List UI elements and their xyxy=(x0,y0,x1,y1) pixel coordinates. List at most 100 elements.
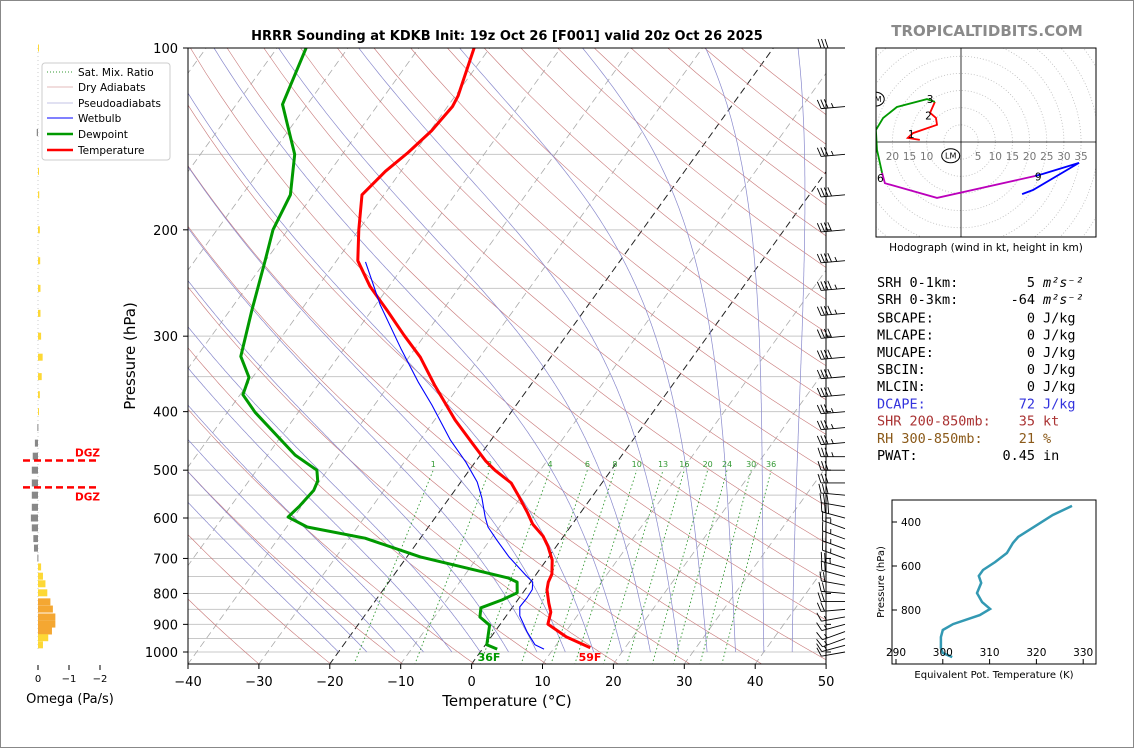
isotherm xyxy=(329,48,774,664)
barb-feather xyxy=(827,504,830,514)
stat-unit: m²s⁻² xyxy=(1042,292,1084,308)
barb-feather xyxy=(816,99,822,109)
moist-adiabat xyxy=(188,501,339,653)
barb-feather xyxy=(820,253,825,263)
omega-bar xyxy=(38,391,40,399)
barb-feather xyxy=(827,187,832,197)
dry-adiabat xyxy=(188,104,826,661)
barb-feather xyxy=(816,387,822,397)
storm-motion-marker xyxy=(876,91,885,107)
barb-feather xyxy=(820,551,823,562)
dry-adiabat xyxy=(188,598,260,664)
moist-adiabat xyxy=(188,165,566,653)
wind-barb xyxy=(816,647,846,657)
barb-feather xyxy=(823,435,829,445)
omega-bar xyxy=(31,524,38,532)
stat-value: 0 xyxy=(1027,310,1035,326)
x-tick-label: 20 xyxy=(605,675,622,690)
barb-half-feather xyxy=(823,625,828,630)
hodograph-frame xyxy=(875,47,1097,238)
omega-bar xyxy=(31,479,38,487)
omega-bar xyxy=(38,353,43,361)
isotherm xyxy=(188,48,491,468)
barb-half-feather xyxy=(830,150,834,156)
hodograph-trace xyxy=(1021,162,1080,195)
isotherm xyxy=(188,48,561,567)
stat-row: RH 300-850mb: 21% xyxy=(877,431,1051,447)
hodograph-tick-label: 10 xyxy=(989,151,1002,163)
hodograph-trace xyxy=(905,101,938,141)
barb-feather xyxy=(823,328,829,338)
barb-feather xyxy=(818,483,822,494)
theta-e-frame xyxy=(891,499,1097,665)
barb-half-feather xyxy=(831,452,834,457)
omega-axis-label: Omega (Pa/s) xyxy=(26,692,114,707)
mixing-ratio-line xyxy=(603,470,664,664)
y-tick-label: 1000 xyxy=(145,646,178,661)
barb-staff xyxy=(821,569,846,577)
hodograph-tick-label: 20 xyxy=(886,151,899,163)
wind-barb xyxy=(816,146,846,157)
isotherm xyxy=(188,48,420,370)
wind-barb xyxy=(821,511,846,530)
y-tick-label: 900 xyxy=(153,618,178,633)
hodograph-height-label: 1 xyxy=(908,129,915,141)
theta-e-ytick-label: 400 xyxy=(901,517,921,529)
barb-feather xyxy=(822,572,826,582)
x-tick-label: −20 xyxy=(316,675,343,690)
stat-row: MUCAPE: 0 J/kg xyxy=(877,345,1076,361)
wind-barb xyxy=(816,387,846,398)
omega-bar xyxy=(38,167,39,175)
dry-adiabat xyxy=(483,48,826,333)
x-tick-label: 50 xyxy=(818,675,835,690)
barb-half-feather xyxy=(834,284,838,290)
dewpoint-line xyxy=(239,48,519,651)
omega-bar xyxy=(38,332,42,340)
barb-half-feather xyxy=(830,439,834,444)
barb-feather xyxy=(819,571,822,582)
wind-barb xyxy=(817,473,845,484)
dgz-label: DGZ xyxy=(75,448,100,460)
stat-label: SBCIN: xyxy=(877,362,926,378)
stats-table: SRH 0-1km: 5 m²s⁻² SRH 0-3km: -64 m²s⁻² SBCAPE… xyxy=(877,275,1084,464)
storm-motion-label: LM xyxy=(945,152,956,161)
mixing-ratio-label: 10 xyxy=(632,460,642,469)
omega-bar xyxy=(31,466,38,474)
x-tick-label: 10 xyxy=(534,675,551,690)
theta-e-xtick-label: 300 xyxy=(933,647,953,659)
wind-barb xyxy=(816,368,846,380)
legend: Sat. Mix. Ratio Dry Adiabats Pseudoadiab… xyxy=(41,62,171,161)
moist-adiabat xyxy=(278,48,651,653)
stat-label: MLCIN: xyxy=(877,379,926,395)
hodograph-height-label: 3 xyxy=(927,94,934,106)
omega-bar xyxy=(38,641,43,649)
stat-value: 0.45 xyxy=(1002,448,1035,464)
barb-feather xyxy=(817,38,822,49)
skewt-profiles xyxy=(239,48,591,651)
dry-adiabat xyxy=(300,48,826,507)
isotherm xyxy=(258,48,703,664)
moist-adiabat xyxy=(358,48,680,653)
wind-barbs xyxy=(816,38,846,657)
barb-feather xyxy=(816,647,822,657)
wind-barb xyxy=(816,99,846,110)
isotherm xyxy=(188,48,632,664)
barb-staff xyxy=(821,580,846,586)
stat-row: SBCAPE: 0 J/kg xyxy=(877,310,1076,326)
omega-bar xyxy=(38,563,42,571)
omega-bar xyxy=(38,605,53,613)
mixing-ratio-label: 30 xyxy=(746,460,756,469)
mixing-ratio-line xyxy=(574,470,638,664)
isotherm xyxy=(683,466,826,664)
isotherm xyxy=(188,48,278,173)
moist-adiabat xyxy=(188,471,368,653)
barb-feather xyxy=(824,561,826,572)
stat-row: DCAPE: 72 J/kg xyxy=(877,396,1076,412)
wind-barb xyxy=(818,582,846,594)
stat-row: MLCIN: 0 J/kg xyxy=(877,379,1076,395)
barb-half-feather xyxy=(830,103,834,108)
barb-feather xyxy=(816,622,823,631)
theta-e-xtick-label: 320 xyxy=(1026,647,1046,659)
moist-adiabat xyxy=(188,227,538,653)
barb-staff xyxy=(821,644,846,653)
